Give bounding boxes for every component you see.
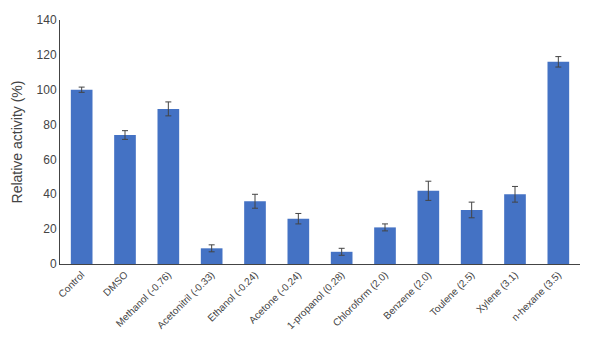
svg-text:Ethanol (-0.24): Ethanol (-0.24) xyxy=(205,269,260,324)
svg-text:100: 100 xyxy=(37,83,57,97)
svg-text:Methanol (-0.76): Methanol (-0.76) xyxy=(114,269,174,329)
svg-text:140: 140 xyxy=(37,13,57,27)
svg-text:Acetonitril (-0.33): Acetonitril (-0.33) xyxy=(155,269,217,331)
svg-text:n-hexane (3.5): n-hexane (3.5) xyxy=(510,269,564,323)
svg-text:40: 40 xyxy=(43,187,57,201)
svg-text:Xylene (3.1): Xylene (3.1) xyxy=(474,269,520,315)
svg-text:Acetone (-0.24): Acetone (-0.24) xyxy=(247,269,304,326)
svg-text:Benzene (2.0): Benzene (2.0) xyxy=(381,269,433,321)
svg-text:Relative activity (%): Relative activity (%) xyxy=(9,81,25,204)
svg-text:Control: Control xyxy=(56,269,87,300)
svg-text:Chloroform (2.0): Chloroform (2.0) xyxy=(331,269,390,328)
svg-text:1-propanol (0.28): 1-propanol (0.28) xyxy=(285,269,347,331)
svg-text:80: 80 xyxy=(43,118,57,132)
svg-text:20: 20 xyxy=(43,222,57,236)
svg-text:Toulene (2.5): Toulene (2.5) xyxy=(428,269,477,318)
svg-text:120: 120 xyxy=(37,48,57,62)
svg-text:DMSO: DMSO xyxy=(101,269,130,298)
svg-text:0: 0 xyxy=(50,257,57,271)
svg-text:60: 60 xyxy=(43,153,57,167)
